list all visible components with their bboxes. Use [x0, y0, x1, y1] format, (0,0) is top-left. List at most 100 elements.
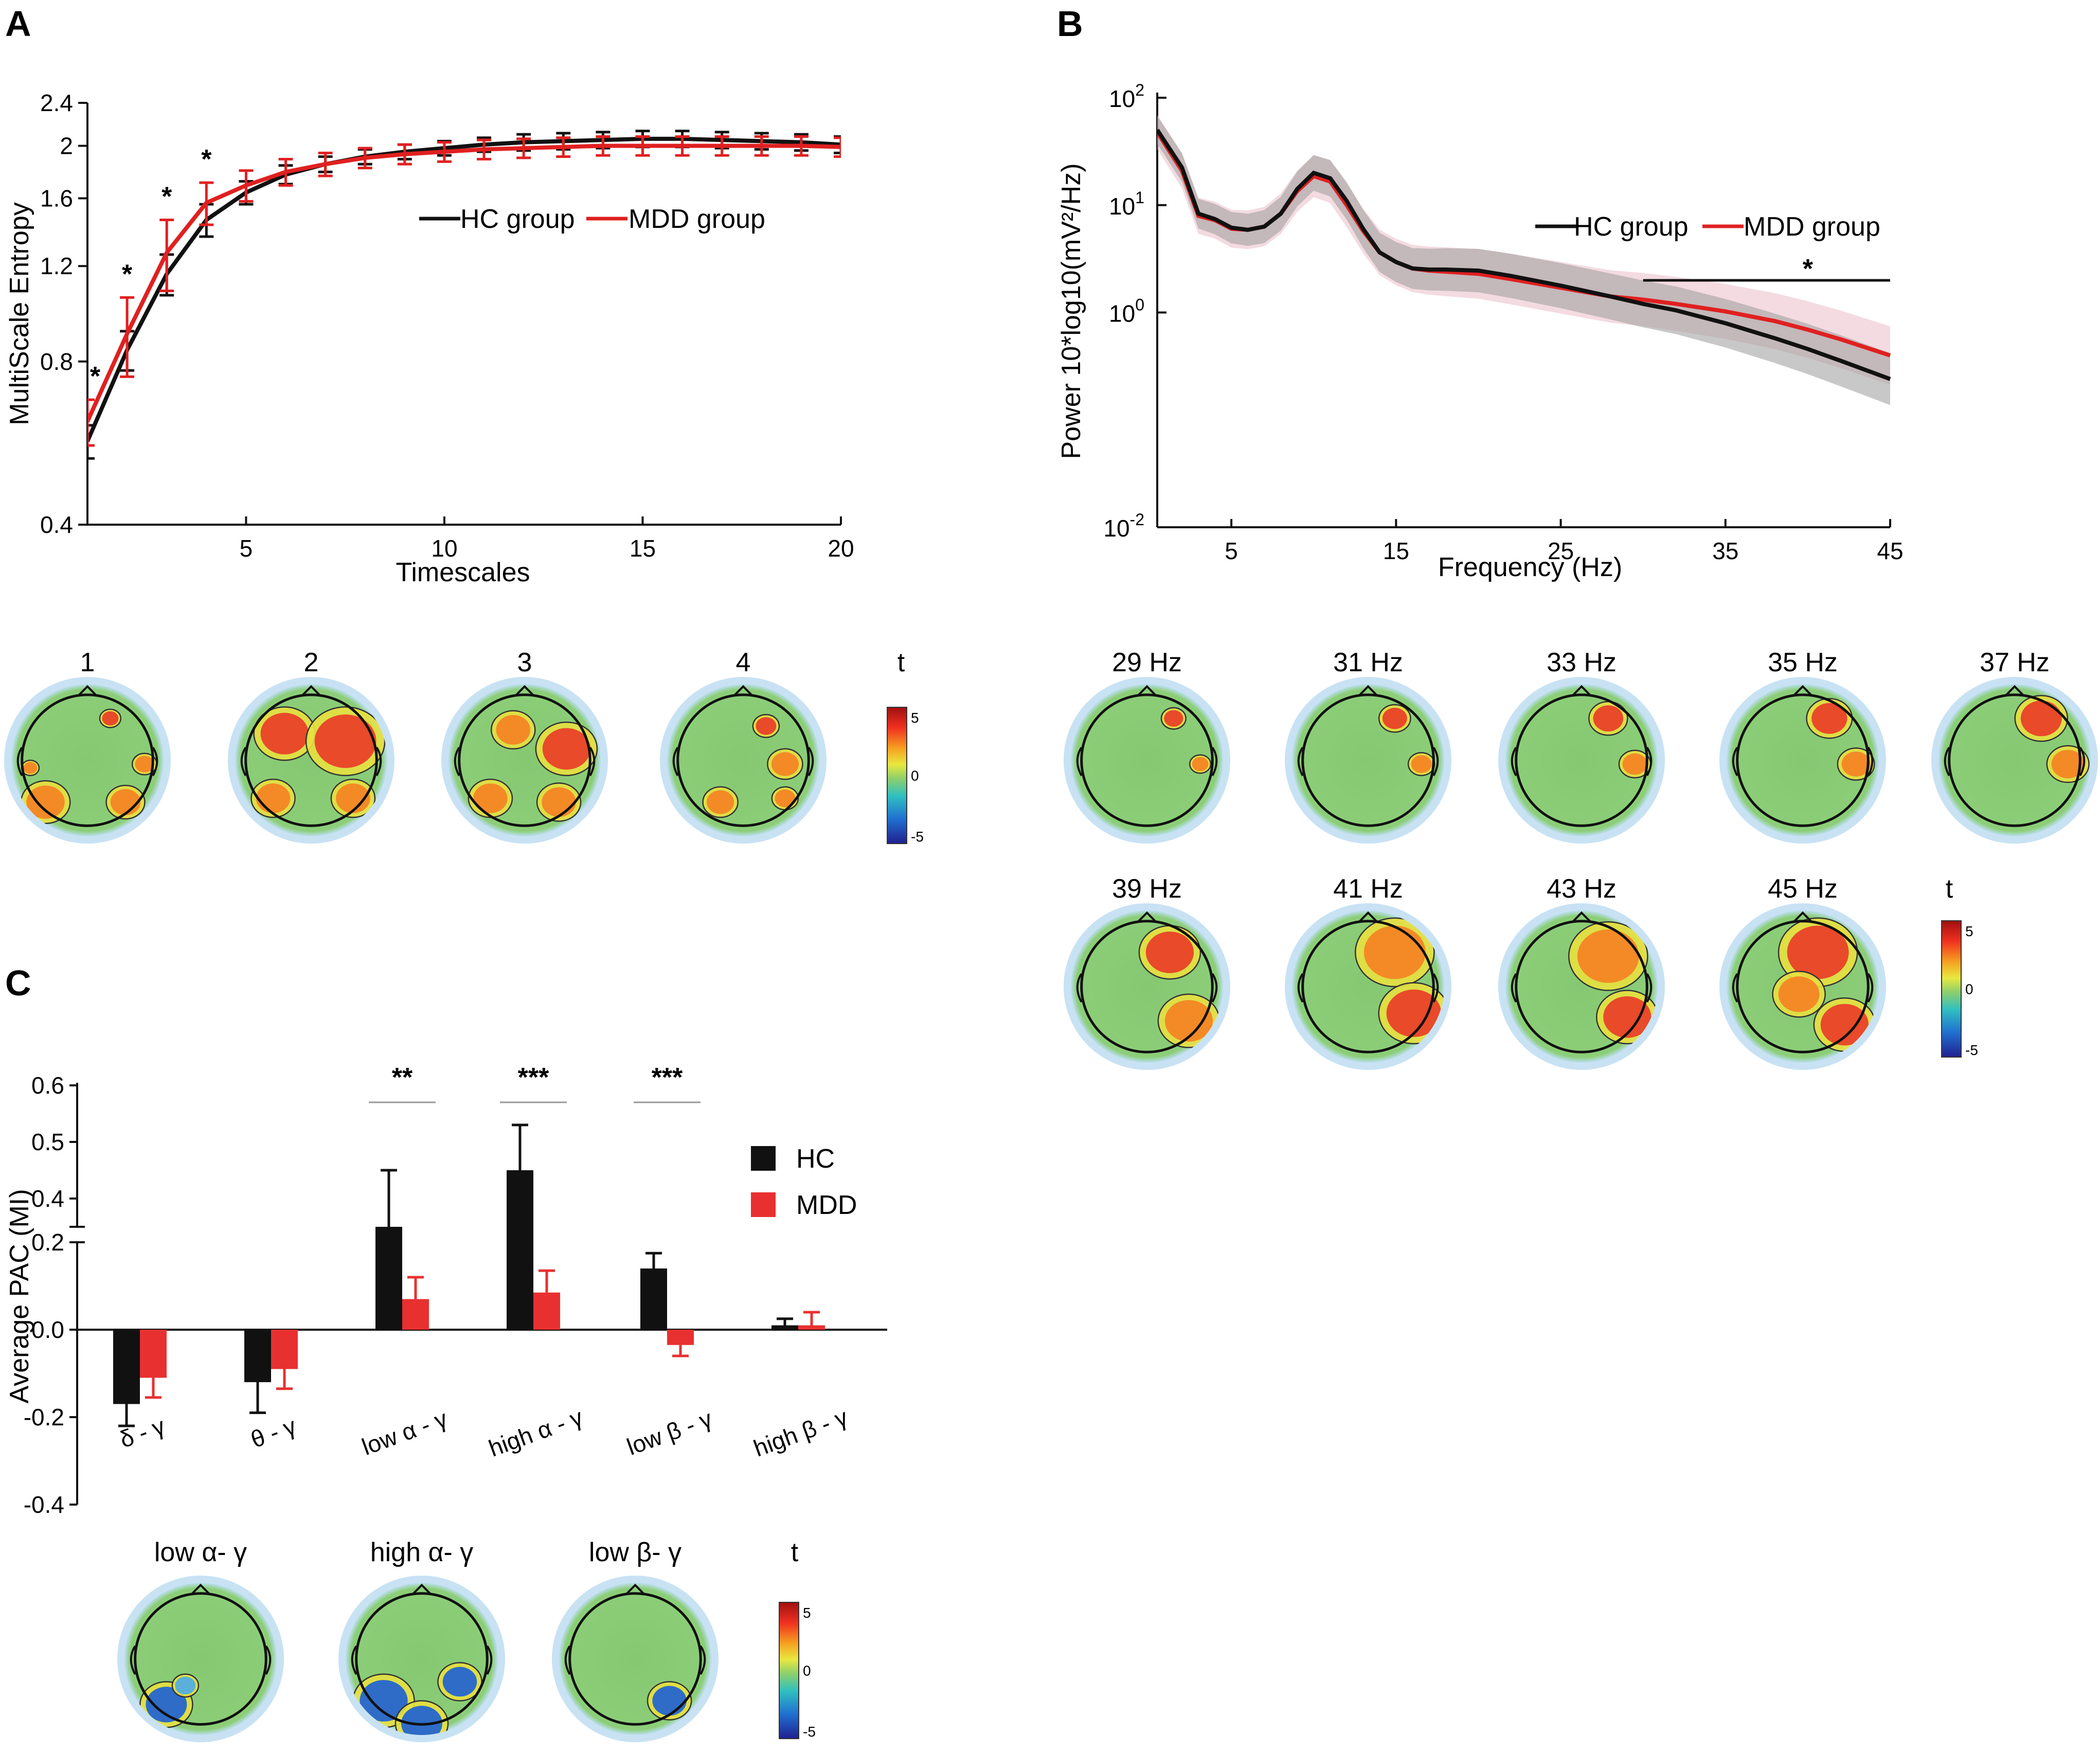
topomap-blobs	[647, 1681, 692, 1721]
nose-icon	[301, 685, 321, 697]
topomap-blobs	[1138, 925, 1220, 1048]
topomap-head	[441, 677, 608, 844]
ear-right-icon	[1867, 746, 1874, 776]
topomap-region	[442, 1667, 477, 1697]
topomap-region	[102, 711, 119, 726]
nose-icon	[1792, 911, 1813, 923]
topomap-contour-line	[1772, 971, 1826, 1018]
topomap-region	[2051, 749, 2085, 779]
topomap-contour-line	[99, 708, 122, 728]
topomap-region	[260, 712, 309, 755]
topomap-contour-line	[536, 782, 582, 822]
topomap-region	[1577, 929, 1639, 983]
b-topo-label-37: 37 Hz	[1980, 648, 2050, 677]
topomap-region	[756, 717, 777, 735]
c-bar-1	[667, 1330, 694, 1345]
topomap-head	[1719, 677, 1886, 844]
topomap-outline	[1948, 693, 2081, 827]
topomap-blobs	[20, 708, 158, 825]
c-bar-0	[113, 1330, 140, 1404]
nose-icon	[1137, 685, 1157, 697]
c-legend: HC MDD	[751, 1144, 857, 1220]
topomap-region	[1192, 757, 1209, 772]
a-significance-star: *	[90, 362, 101, 391]
c-significance-stars: **	[392, 1063, 413, 1093]
topomap-contour-line	[330, 778, 376, 818]
ear-left-icon	[454, 746, 460, 776]
topomap-region	[542, 728, 591, 770]
c-significance-stars: ***	[518, 1063, 549, 1093]
ear-right-icon	[2079, 746, 2086, 776]
topomap-outline	[21, 693, 154, 827]
nose-icon	[411, 1583, 432, 1596]
topomap-region	[23, 762, 38, 774]
topomap-region	[1820, 1004, 1869, 1046]
b-topo-label-33: 33 Hz	[1547, 648, 1617, 677]
c-topomap-labels: low α- γ high α- γ low β- γ t	[154, 1538, 799, 1567]
topomap-blobs	[702, 713, 803, 818]
c-bar-0-upper	[507, 1170, 533, 1250]
topomap-region	[1778, 976, 1820, 1012]
c-legend-hc-swatch	[751, 1146, 776, 1171]
topomap-contour-line	[752, 713, 780, 738]
b-series-line-0	[1157, 129, 1891, 381]
c-bar-0-upper	[375, 1227, 402, 1250]
topomap-head	[1285, 903, 1451, 1070]
b-topo-label-45: 45 Hz	[1768, 874, 1838, 904]
colorbar	[1941, 920, 1962, 1058]
topomap-region	[1145, 931, 1194, 973]
topomap-region	[771, 752, 799, 776]
topomap-contour-line	[171, 1673, 200, 1698]
b-y-axis-label: Power 10*log10(mV²/Hz)	[1056, 163, 1086, 459]
c-topo-label-low-beta: low β- γ	[589, 1538, 681, 1567]
topomap-contour-line	[1378, 982, 1444, 1045]
ear-right-icon	[152, 746, 158, 776]
ear-left-icon	[1076, 746, 1083, 776]
b-topo-label-35: 35 Hz	[1768, 648, 1838, 677]
topomap-blobs	[139, 1673, 200, 1728]
colorbar-tick-label: 5	[803, 1605, 811, 1621]
topomap-region	[256, 783, 291, 813]
b-legend-mdd: MDD group	[1744, 212, 1880, 242]
topomap-contour-line	[702, 786, 739, 818]
b-band-0	[1157, 116, 1890, 405]
topomap-region	[706, 790, 734, 814]
topomap-head	[660, 677, 827, 844]
topomap-region	[1382, 707, 1407, 729]
topomap-region	[2020, 700, 2062, 737]
topomap-outline	[1301, 693, 1435, 827]
b-topo-label-43: 43 Hz	[1547, 874, 1617, 904]
topomap-contour-line	[437, 1662, 482, 1702]
topomap-region	[473, 783, 508, 813]
a-y-axis-label: MultiScale Entropy	[5, 202, 34, 425]
a-topo-label-4: 4	[736, 648, 751, 677]
topomap-region	[336, 783, 370, 813]
topomap-region	[135, 756, 154, 773]
c-category-label: high α - γ	[485, 1403, 586, 1462]
topomap-region	[146, 1687, 187, 1723]
topomap-outline	[458, 693, 591, 827]
ear-left-icon	[1732, 973, 1738, 1003]
a-x-tick-label: 20	[828, 535, 854, 562]
topomap-blobs	[468, 710, 598, 822]
topomap-contour-line	[1378, 704, 1411, 733]
c-legend-mdd: MDD	[796, 1190, 857, 1220]
topomap-contour-line	[1354, 917, 1435, 988]
ear-left-icon	[130, 1645, 136, 1675]
topomap-region	[1593, 705, 1624, 731]
c-significance-stars: ***	[652, 1063, 683, 1093]
ear-left-icon	[240, 746, 247, 776]
a-topo-label-1: 1	[80, 648, 95, 677]
topomap-head	[117, 1576, 284, 1742]
topomap-head	[1498, 903, 1665, 1070]
b-topo-label-31: 31 Hz	[1333, 648, 1403, 677]
topomap-head	[1064, 677, 1230, 844]
topomap-outline	[1515, 920, 1648, 1053]
b-x-axis-label: Frequency (Hz)	[1438, 552, 1622, 582]
colorbar-tick-label: 5	[1965, 923, 1973, 939]
topomap-blobs	[1772, 917, 1876, 1052]
topomap-outline	[1736, 693, 1870, 827]
colorbar-tick-label: 0	[803, 1663, 811, 1679]
ear-right-icon	[1867, 973, 1874, 1003]
ear-left-icon	[1944, 746, 1950, 776]
